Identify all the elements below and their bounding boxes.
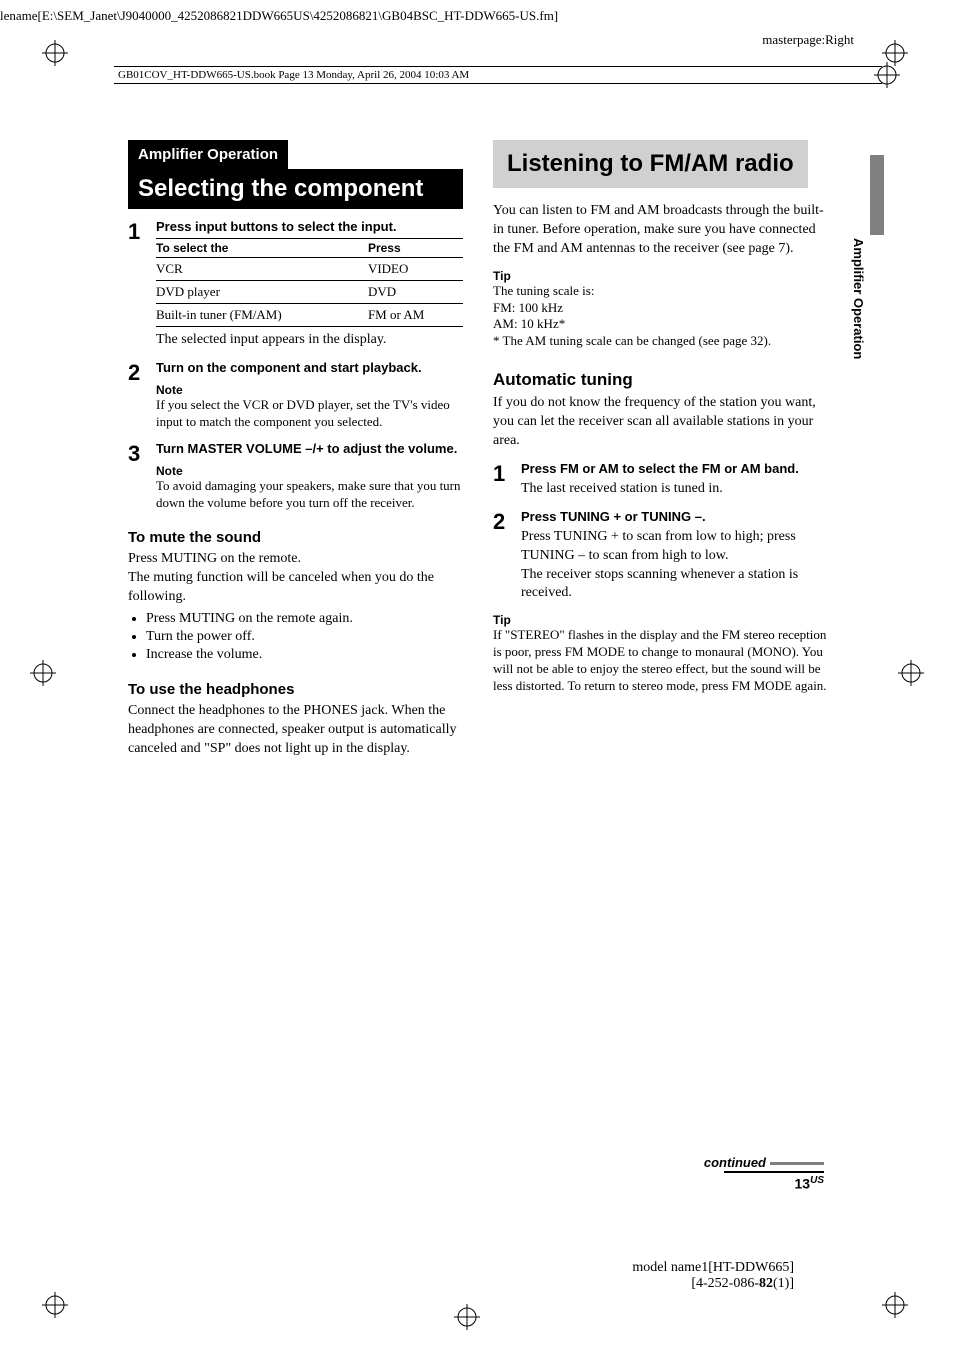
td: DVD player [156,281,368,304]
tip-body: The tuning scale is: FM: 100 kHz AM: 10 … [493,283,828,351]
bullet-item: Turn the power off. [146,629,463,645]
right-title: Listening to FM/AM radio [493,140,808,188]
masterpage-label: masterpage:Right [762,32,854,48]
td: VIDEO [368,258,463,281]
r-step-1: 1 Press FM or AM to select the FM or AM … [493,461,828,499]
mute-body: Press MUTING on the remote. The muting f… [128,550,463,607]
page-content: Amplifier Operation Selecting the compon… [128,140,828,759]
crop-mark-icon [898,660,924,686]
phones-head: To use the headphones [128,681,463,698]
step-head: Press input buttons to select the input. [156,219,463,234]
th-select: To select the [156,239,368,258]
right-title-wrapper: Listening to FM/AM radio [493,140,828,188]
td: VCR [156,258,368,281]
step-head: Press TUNING + or TUNING –. [521,509,828,524]
td: DVD [368,281,463,304]
footer: model name1[HT-DDW665] [4-252-086-82(1)] [632,1260,794,1292]
crop-mark-icon [454,1304,480,1330]
step-head: Turn on the component and start playback… [156,360,463,375]
bullet-item: Increase the volume. [146,647,463,663]
th-press: Press [368,239,463,258]
crop-mark-icon [30,660,56,686]
note-body: To avoid damaging your speakers, make su… [156,478,463,512]
section-title: Selecting the component [128,169,463,209]
crop-mark-icon [882,1292,908,1318]
tip-body: If "STEREO" flashes in the display and t… [493,627,828,695]
td: FM or AM [368,304,463,327]
step-head: Turn MASTER VOLUME –/+ to adjust the vol… [156,441,463,456]
step-after: The selected input appears in the displa… [156,331,463,350]
section-tag: Amplifier Operation [128,140,288,169]
auto-body: If you do not know the frequency of the … [493,394,828,451]
step-number: 3 [128,441,156,512]
step-after: Press TUNING + to scan from low to high;… [521,528,828,604]
auto-head: Automatic tuning [493,370,828,390]
step-number: 2 [493,509,521,604]
footer-code: [4-252-086-82(1)] [632,1276,794,1292]
step-1: 1 Press input buttons to select the inpu… [128,219,463,350]
tip-head: Tip [493,269,828,283]
note-head: Note [156,464,463,478]
note-head: Note [156,383,463,397]
input-table: To select the Press VCRVIDEO DVD playerD… [156,238,463,327]
page-num-value: 13 [795,1176,811,1192]
step-number: 1 [493,461,521,499]
step-3: 3 Turn MASTER VOLUME –/+ to adjust the v… [128,441,463,512]
r-step-2: 2 Press TUNING + or TUNING –. Press TUNI… [493,509,828,604]
right-column: Listening to FM/AM radio You can listen … [493,140,828,759]
step-head: Press FM or AM to select the FM or AM ba… [521,461,828,476]
side-tab [870,155,884,235]
crop-mark-icon [874,62,900,88]
page-num-sup: US [810,1175,824,1186]
step-number: 1 [128,219,156,350]
note-body: If you select the VCR or DVD player, set… [156,397,463,431]
tip-head: Tip [493,613,828,627]
continued-label: continued [704,1155,824,1170]
bullet-item: Press MUTING on the remote again. [146,611,463,627]
crop-mark-icon [42,40,68,66]
crop-mark-icon [42,1292,68,1318]
mute-bullets: Press MUTING on the remote again. Turn t… [128,611,463,663]
phones-body: Connect the headphones to the PHONES jac… [128,702,463,759]
intro-text: You can listen to FM and AM broadcasts t… [493,202,828,259]
step-number: 2 [128,360,156,431]
section-tag-wrapper: Amplifier Operation [128,140,463,169]
file-path: lename[E:\SEM_Janet\J9040000_4252086821D… [0,8,558,24]
step-after: The last received station is tuned in. [521,480,828,499]
mute-head: To mute the sound [128,529,463,546]
book-line: GB01COV_HT-DDW665-US.book Page 13 Monday… [114,66,882,84]
page-number: 13US [724,1171,824,1192]
td: Built-in tuner (FM/AM) [156,304,368,327]
step-2: 2 Turn on the component and start playba… [128,360,463,431]
footer-model: model name1[HT-DDW665] [632,1260,794,1276]
side-label: Amplifier Operation [851,238,866,359]
left-column: Amplifier Operation Selecting the compon… [128,140,463,759]
